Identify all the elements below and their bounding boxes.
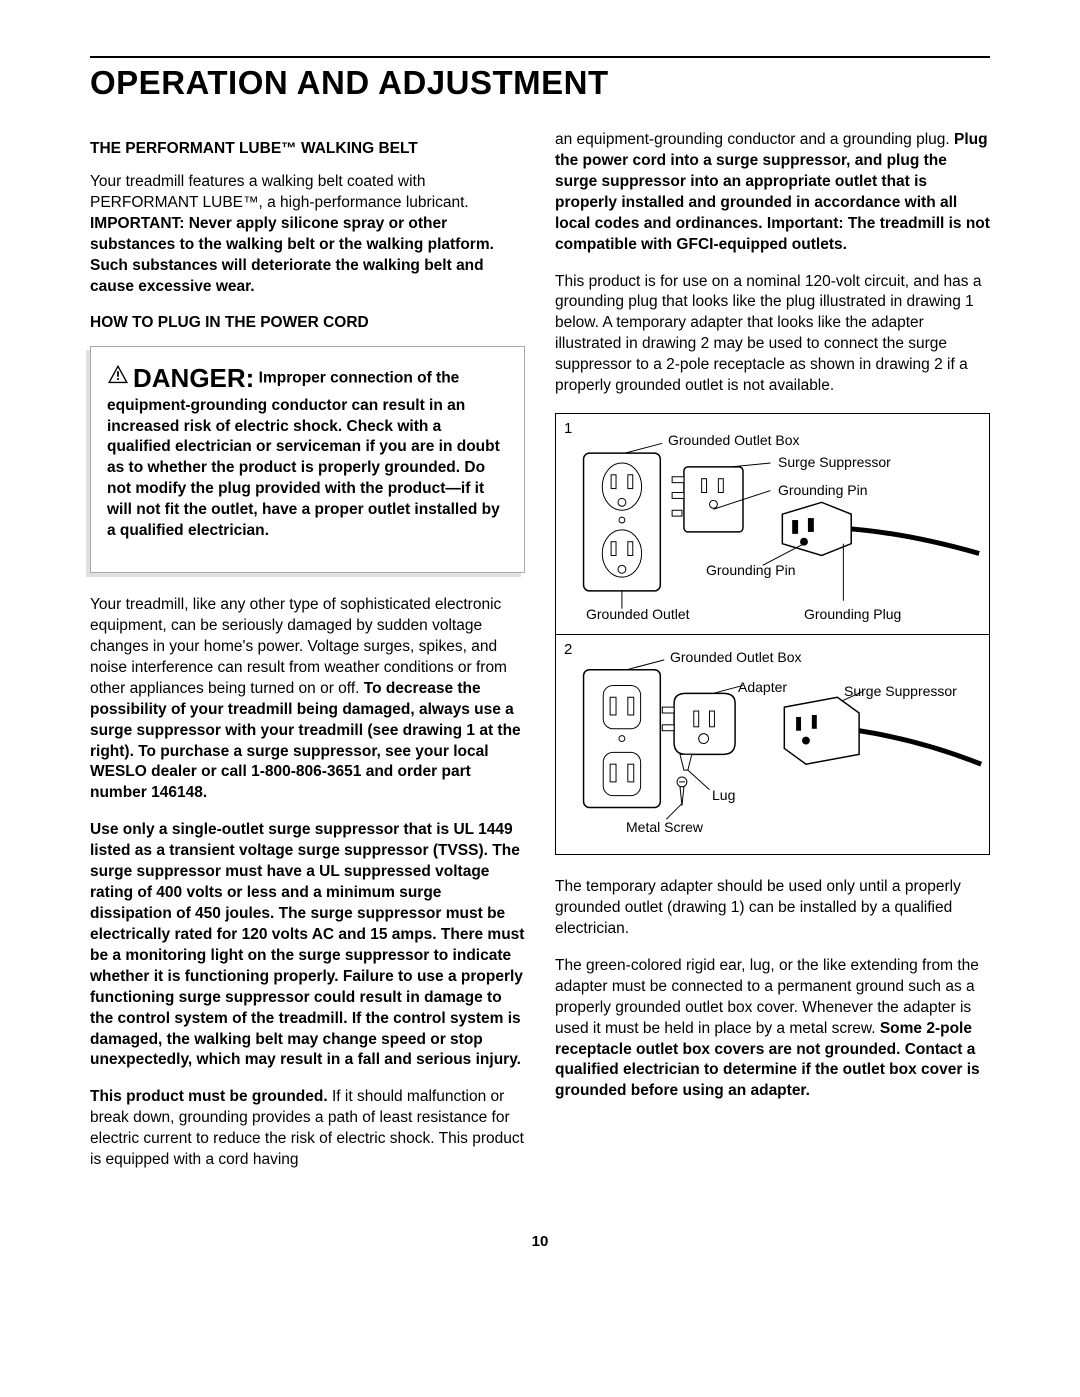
lbl-lug: Lug (712, 787, 735, 803)
diagram-2-svg (556, 635, 989, 854)
para-120v: This product is for use on a nominal 120… (555, 272, 990, 398)
lbl-surge-1: Surge Suppressor (778, 454, 891, 470)
para-lube-b: IMPORTANT: Never apply silicone spray or… (90, 215, 494, 295)
lbl-outlet-box-1: Grounded Outlet Box (668, 432, 800, 448)
outlet-diagrams: 1 (555, 413, 990, 855)
danger-lead: Improper connection of the equipment-gro… (107, 369, 500, 539)
para-grounded-a: This product must be grounded. (90, 1088, 328, 1105)
para-cord-a: an equipment-grounding conductor and a g… (555, 131, 954, 148)
para-cord-cont: an equipment-grounding conductor and a g… (555, 130, 990, 256)
page-title: OPERATION AND ADJUSTMENT (90, 64, 990, 102)
subhead-plug-in: HOW TO PLUG IN THE POWER CORD (90, 314, 525, 332)
diagram-1-number: 1 (564, 420, 572, 437)
para-lube-a: Your treadmill features a walking belt c… (90, 173, 469, 211)
lbl-gpin-1b: Grounding Pin (706, 562, 796, 578)
lbl-adapter: Adapter (738, 679, 787, 695)
lbl-outlet-box-2: Grounded Outlet Box (670, 649, 802, 665)
left-column: THE PERFORMANT LUBE™ WALKING BELT Your t… (90, 130, 525, 1187)
lbl-grounded-outlet: Grounded Outlet (586, 606, 690, 622)
diagram-2: 2 (556, 634, 989, 854)
para-cord-b: Plug the power cord into a surge suppres… (555, 131, 990, 253)
lbl-metal-screw: Metal Screw (626, 819, 703, 835)
danger-body: DANGER: Improper connection of the equip… (107, 361, 508, 543)
para-surge-intro: Your treadmill, like any other type of s… (90, 595, 525, 804)
diagram-1: 1 (556, 414, 989, 634)
para-lube: Your treadmill features a walking belt c… (90, 172, 525, 298)
subhead-walking-belt: THE PERFORMANT LUBE™ WALKING BELT (90, 140, 525, 158)
danger-word: DANGER: (133, 363, 254, 393)
lbl-gpin-1a: Grounding Pin (778, 482, 868, 498)
para-green-lug: The green-colored rigid ear, lug, or the… (555, 956, 990, 1102)
top-rule (90, 56, 990, 58)
right-column: an equipment-grounding conductor and a g… (555, 130, 990, 1187)
warning-icon (107, 364, 129, 391)
danger-box: DANGER: Improper connection of the equip… (90, 346, 525, 574)
para-surge-b: To decrease the possibility of your trea… (90, 680, 521, 802)
para-temp-adapter: The temporary adapter should be used onl… (555, 877, 990, 940)
two-column-layout: THE PERFORMANT LUBE™ WALKING BELT Your t… (90, 130, 990, 1187)
para-grounded: This product must be grounded. If it sho… (90, 1087, 525, 1171)
page-number: 10 (90, 1233, 990, 1250)
lbl-surge-2: Surge Suppressor (844, 683, 957, 699)
para-surge-spec: Use only a single-outlet surge suppresso… (90, 820, 525, 1071)
diagram-2-number: 2 (564, 641, 572, 658)
lbl-grounding-plug: Grounding Plug (804, 606, 901, 622)
